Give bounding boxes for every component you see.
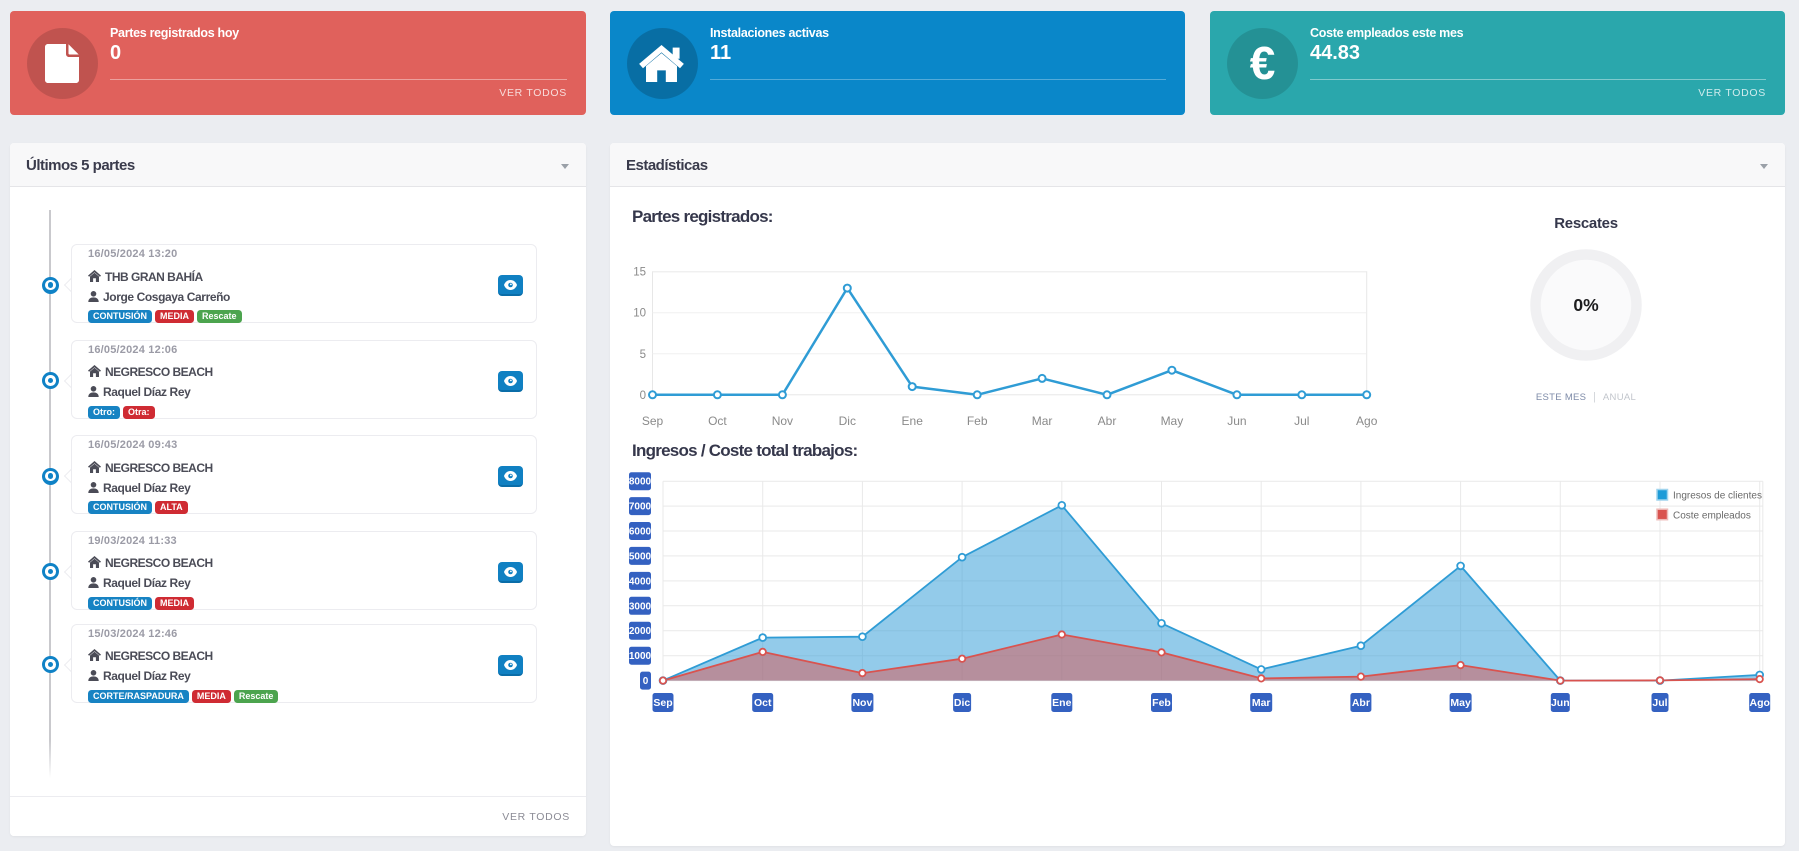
svg-text:May: May — [1450, 697, 1471, 709]
svg-text:Feb: Feb — [967, 414, 988, 428]
svg-text:Ene: Ene — [902, 414, 924, 428]
svg-text:Dic: Dic — [954, 697, 971, 709]
svg-text:4000: 4000 — [629, 576, 652, 587]
svg-text:1000: 1000 — [629, 651, 652, 662]
svg-text:Jul: Jul — [1294, 414, 1309, 428]
svg-text:Coste empleados: Coste empleados — [1673, 511, 1751, 522]
svg-text:Ene: Ene — [1052, 697, 1071, 709]
svg-text:Ago: Ago — [1749, 697, 1769, 709]
svg-text:Jul: Jul — [1652, 697, 1667, 709]
svg-text:7000: 7000 — [629, 502, 652, 513]
svg-text:Dic: Dic — [839, 414, 856, 428]
svg-text:0: 0 — [643, 676, 649, 687]
svg-text:Nov: Nov — [772, 414, 793, 428]
svg-text:10: 10 — [633, 308, 646, 320]
svg-text:5000: 5000 — [629, 551, 652, 562]
svg-text:Sep: Sep — [653, 697, 672, 709]
svg-text:Sep: Sep — [642, 414, 664, 428]
svg-text:Abr: Abr — [1098, 414, 1117, 428]
svg-text:May: May — [1161, 414, 1184, 428]
svg-text:Ingresos de clientes: Ingresos de clientes — [1673, 491, 1762, 502]
svg-text:Oct: Oct — [754, 697, 772, 709]
svg-text:Jun: Jun — [1551, 697, 1570, 709]
svg-text:3000: 3000 — [629, 601, 652, 612]
svg-text:15: 15 — [633, 267, 646, 279]
svg-text:8000: 8000 — [629, 477, 652, 488]
svg-text:Nov: Nov — [852, 697, 872, 709]
svg-text:Ago: Ago — [1356, 414, 1378, 428]
svg-text:0%: 0% — [1573, 295, 1599, 315]
svg-text:5: 5 — [640, 349, 646, 361]
svg-text:Mar: Mar — [1252, 697, 1271, 709]
svg-text:Jun: Jun — [1227, 414, 1246, 428]
svg-text:Feb: Feb — [1152, 697, 1171, 709]
svg-text:0: 0 — [640, 390, 646, 402]
svg-text:Mar: Mar — [1032, 414, 1053, 428]
svg-text:Oct: Oct — [708, 414, 727, 428]
svg-text:6000: 6000 — [629, 527, 652, 538]
svg-text:Abr: Abr — [1352, 697, 1370, 709]
svg-text:2000: 2000 — [629, 626, 652, 637]
